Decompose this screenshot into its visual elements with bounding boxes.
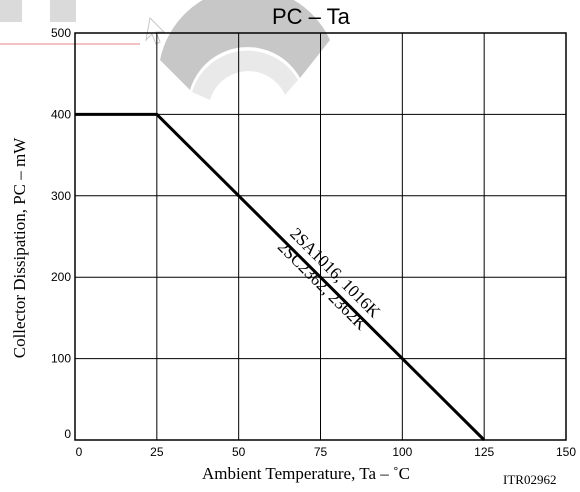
y-tick-label: 300 bbox=[51, 189, 71, 203]
x-tick-labels: 0 25 50 75 100 125 150 bbox=[76, 445, 577, 459]
y-tick-label: 400 bbox=[51, 107, 71, 121]
x-tick-label: 75 bbox=[314, 445, 328, 459]
x-tick-label: 125 bbox=[474, 445, 494, 459]
x-tick-label: 0 bbox=[76, 445, 83, 459]
series-label: 2SA1016, 1016K 2SC2362, 2362K bbox=[274, 224, 385, 334]
y-tick-label: 500 bbox=[51, 26, 71, 40]
y-tick-label: 100 bbox=[51, 352, 71, 366]
x-tick-label: 100 bbox=[392, 445, 412, 459]
watermark-logo bbox=[0, 0, 330, 100]
y-tick-labels: 0 100 200 300 400 500 bbox=[51, 26, 71, 441]
chart-title: PC – Ta bbox=[272, 4, 351, 29]
plot-area: 0 25 50 75 100 125 150 0 100 200 300 400 500 2SA101… bbox=[51, 26, 576, 459]
figure-code: ITR02962 bbox=[503, 472, 556, 487]
grid-lines bbox=[75, 33, 566, 440]
x-axis-label: Ambient Temperature, Ta – ˚C bbox=[202, 464, 410, 483]
y-tick-label: 200 bbox=[51, 270, 71, 284]
x-tick-label: 25 bbox=[150, 445, 164, 459]
series-line-pc bbox=[75, 112, 486, 442]
x-tick-label: 50 bbox=[232, 445, 246, 459]
y-axis-label: Collector Dissipation, PC – mW bbox=[10, 137, 29, 358]
y-tick-label: 0 bbox=[64, 427, 71, 441]
x-tick-label: 150 bbox=[556, 445, 576, 459]
plot-frame bbox=[74, 32, 567, 441]
